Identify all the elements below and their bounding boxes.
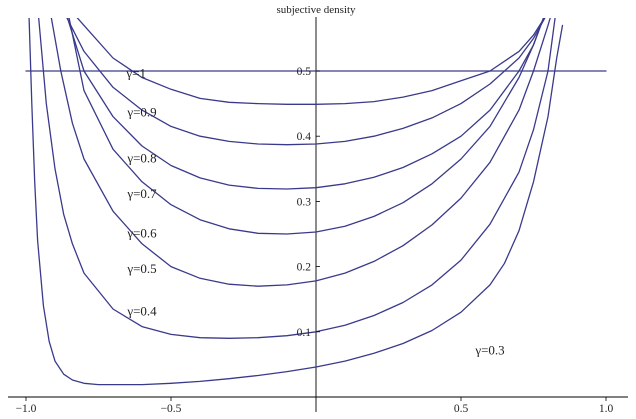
curve-series-4	[68, 18, 545, 235]
curve-label-7: γ=0.3	[474, 343, 504, 358]
curves-layer	[25, 18, 607, 386]
curve-label-1: γ=0.9	[126, 105, 156, 120]
x-ticks: −1.0 −0.5 0.5 1.0	[16, 397, 614, 415]
curve-label-4: γ=0.6	[126, 225, 157, 240]
curve-label-5: γ=0.5	[126, 261, 156, 276]
curve-label-3: γ=0.7	[126, 186, 157, 201]
curve-series-7	[28, 18, 564, 386]
curve-labels: γ=1 γ=0.9 γ=0.8 γ=0.7 γ=0.6 γ=0.5 γ=0.4 γ=0.3	[125, 66, 504, 358]
curve-series-3	[66, 18, 545, 190]
y-tick-label-0: 0.1	[297, 327, 312, 339]
y-tick-label-4: 0.5	[297, 66, 312, 78]
curve-series-6	[38, 18, 556, 339]
x-tick-label-0: −1.0	[16, 403, 37, 415]
curve-series-2	[66, 18, 546, 146]
y-tick-label-2: 0.3	[297, 196, 312, 208]
curve-series-5	[50, 18, 551, 287]
curve-label-6: γ=0.4	[126, 304, 157, 319]
curve-series-1	[76, 18, 546, 105]
x-tick-label-3: 1.0	[599, 403, 614, 415]
curve-label-2: γ=0.8	[126, 150, 156, 165]
y-axis-label: subjective density	[276, 4, 356, 16]
y-tick-label-1: 0.2	[297, 262, 312, 274]
x-tick-label-2: 0.5	[454, 403, 469, 415]
y-tick-label-3: 0.4	[297, 131, 312, 143]
y-ticks: 0.1 0.2 0.3 0.4 0.5	[297, 66, 320, 339]
x-tick-label-1: −0.5	[161, 403, 182, 415]
curve-label-0: γ=1	[125, 66, 146, 81]
